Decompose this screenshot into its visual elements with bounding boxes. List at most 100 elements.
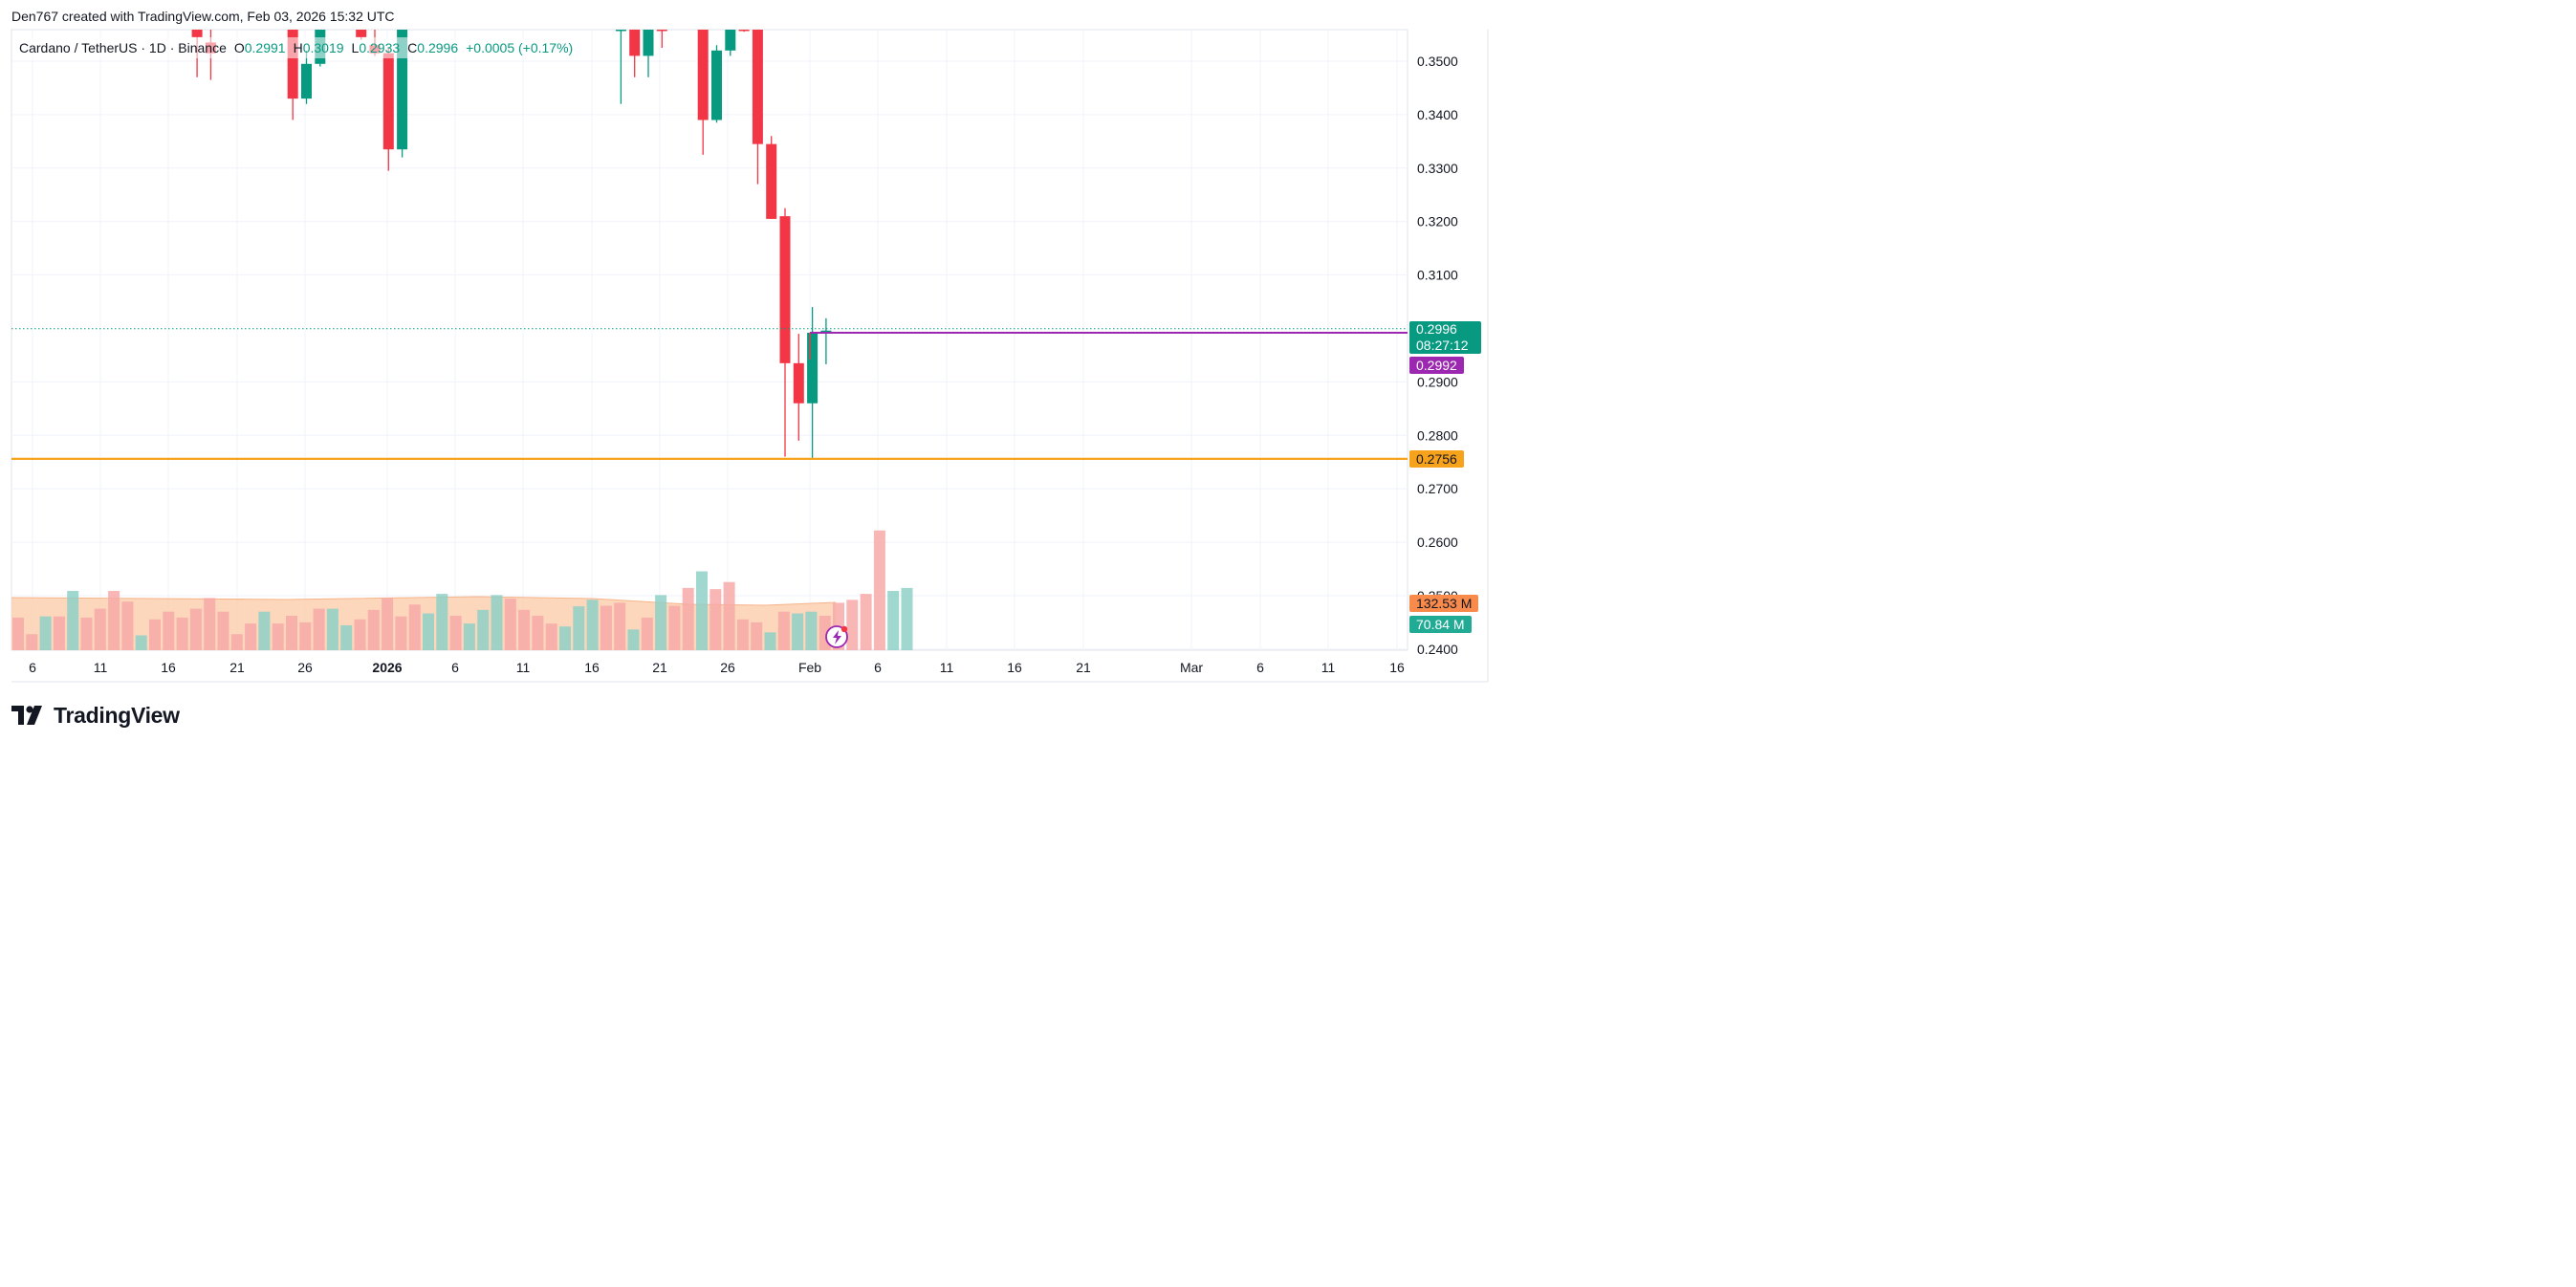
- volume-ma-tag: 132.53 M: [1409, 595, 1479, 612]
- candle-body: [643, 30, 654, 56]
- volume-bar: [696, 571, 708, 650]
- volume-bar: [39, 616, 52, 650]
- volume-bar: [408, 604, 421, 650]
- volume-bar: [600, 605, 612, 650]
- last-price-label: 0.2996: [1416, 321, 1457, 337]
- volume-bar: [80, 617, 93, 650]
- y-tick-label: 0.3100: [1417, 268, 1458, 283]
- volume-bar: [860, 594, 872, 650]
- candle-body: [397, 30, 408, 150]
- volume-bar: [382, 598, 394, 650]
- x-tick-label: 6: [1256, 660, 1264, 675]
- x-tick-label: 11: [516, 660, 531, 675]
- volume-bar: [272, 623, 284, 650]
- volume-bar: [299, 622, 312, 650]
- volume-ma-label: 132.53 M: [1416, 596, 1473, 611]
- volume-bar: [532, 616, 544, 650]
- volume-bar: [682, 587, 694, 650]
- volume-bar: [614, 602, 626, 650]
- candle-body: [629, 30, 641, 56]
- volume-bar: [655, 595, 667, 650]
- high-value: 0.3019: [302, 40, 344, 55]
- y-tick-label: 0.2900: [1417, 374, 1458, 389]
- volume-bar: [313, 608, 325, 650]
- volume-bar: [67, 591, 79, 650]
- last-price-tag: 0.2996 08:27:12: [1409, 321, 1481, 354]
- volume-bar: [805, 611, 818, 650]
- marked-price-label: 0.2992: [1416, 358, 1457, 373]
- volume-bar: [53, 616, 65, 650]
- x-tick-label: 21: [1076, 660, 1091, 675]
- low-key: L: [351, 40, 360, 55]
- candle-body: [382, 53, 394, 150]
- y-tick-label: 0.2400: [1417, 642, 1458, 657]
- x-tick-label: 26: [720, 660, 735, 675]
- volume-bar: [258, 611, 271, 650]
- volume-bar: [163, 611, 175, 650]
- volume-bar: [135, 635, 147, 650]
- volume-bar: [245, 623, 257, 650]
- volume-bar: [723, 581, 735, 650]
- candle-body: [301, 63, 312, 99]
- volume-bar: [887, 591, 900, 650]
- candle-body: [356, 30, 367, 37]
- x-tick-label: Feb: [798, 660, 821, 675]
- candle-body: [738, 30, 750, 32]
- volume-bar: [559, 626, 571, 650]
- volume-bar: [777, 611, 790, 650]
- volume-bar: [395, 616, 407, 650]
- tradingview-logo[interactable]: TradingView: [11, 701, 180, 730]
- candle-body: [697, 30, 709, 120]
- volume-bar: [176, 617, 188, 650]
- volume-bar: [873, 530, 885, 650]
- x-tick-label: 16: [161, 660, 176, 675]
- volume-bar: [573, 606, 585, 650]
- volume-tag: 70.84 M: [1409, 616, 1472, 633]
- candle-body: [752, 30, 763, 144]
- y-tick-label: 0.2600: [1417, 534, 1458, 550]
- volume-bar: [121, 601, 134, 650]
- low-value: 0.2933: [359, 40, 401, 55]
- close-key: C: [407, 40, 418, 55]
- notification-dot: [840, 625, 848, 633]
- x-tick-label: 11: [940, 660, 954, 675]
- volume-pane: [11, 530, 913, 650]
- volume-bar: [627, 629, 640, 650]
- lightning-bolt-icon: [833, 630, 841, 644]
- volume-bar: [108, 591, 120, 650]
- volume-bar: [751, 622, 763, 650]
- symbol-legend[interactable]: Cardano / TetherUS · 1D · Binance O 0.29…: [13, 37, 587, 58]
- x-tick-label: 21: [229, 660, 245, 675]
- volume-bar: [340, 624, 353, 650]
- candle-body: [656, 30, 667, 32]
- volume-bar: [286, 616, 297, 650]
- volume-bar: [504, 599, 516, 650]
- price-chart[interactable]: 0.3500 0.3400 0.3300 0.3200 0.3100 0.2900 0.28…: [0, 0, 1499, 750]
- symbol-name[interactable]: Cardano / TetherUS · 1D · Binance: [19, 40, 227, 55]
- volume-bar: [518, 609, 531, 650]
- volume-bar: [641, 617, 653, 650]
- x-tick-label: 2026: [372, 660, 402, 675]
- countdown-label: 08:27:12: [1416, 338, 1469, 353]
- x-tick-label: 16: [1389, 660, 1405, 675]
- support-price-label: 0.2756: [1416, 451, 1457, 467]
- volume-label: 70.84 M: [1416, 617, 1465, 632]
- open-key: O: [233, 40, 245, 55]
- volume-bar: [709, 589, 722, 650]
- plot-frame: [11, 29, 1408, 651]
- volume-bar: [792, 613, 804, 650]
- volume-bar: [230, 634, 243, 650]
- axes: 0.3500 0.3400 0.3300 0.3200 0.3100 0.2900 0.28…: [29, 54, 1458, 675]
- candle-body: [287, 30, 298, 99]
- x-tick-label: 11: [1321, 660, 1336, 675]
- y-tick-label: 0.3300: [1417, 161, 1458, 176]
- volume-bar: [149, 619, 161, 650]
- tradingview-logo-text: TradingView: [54, 702, 180, 728]
- y-tick-label: 0.2800: [1417, 427, 1458, 443]
- y-tick-label: 0.3500: [1417, 54, 1458, 69]
- horizontal-levels[interactable]: [11, 328, 1408, 648]
- chart-caption: Den767 created with TradingView.com, Feb…: [11, 9, 395, 24]
- candle-body: [793, 362, 804, 404]
- x-tick-label: 26: [297, 660, 313, 675]
- volume-bar: [736, 619, 749, 650]
